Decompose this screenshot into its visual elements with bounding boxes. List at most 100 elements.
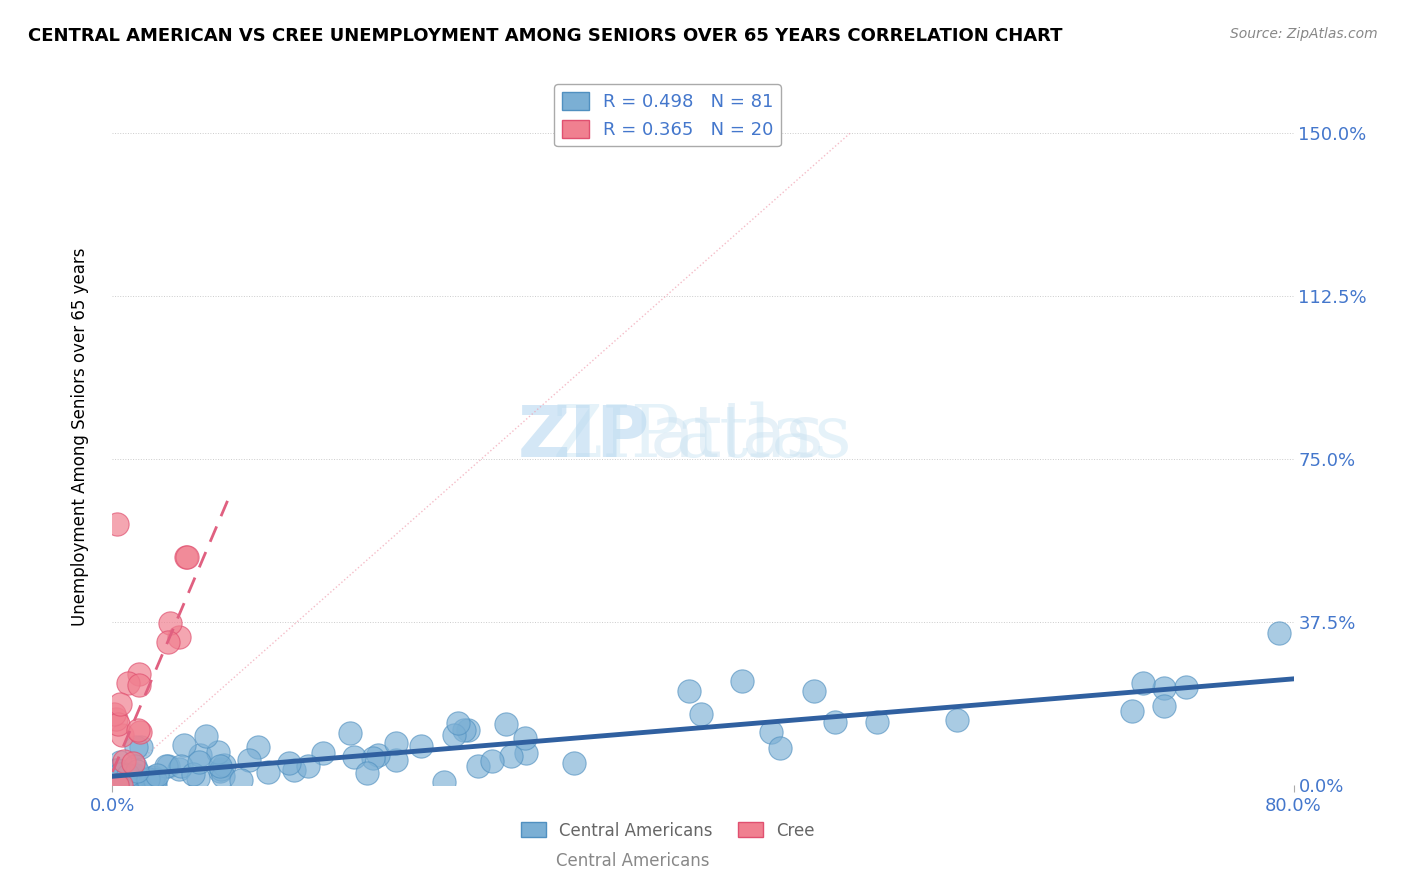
Point xyxy=(499,748,522,763)
Point xyxy=(136,772,159,787)
Point xyxy=(105,778,128,792)
Point xyxy=(1132,676,1154,690)
Point xyxy=(117,676,139,690)
Point xyxy=(128,725,150,739)
Point xyxy=(128,678,150,692)
Point xyxy=(385,736,408,750)
Point xyxy=(129,740,152,755)
Text: atlas: atlas xyxy=(650,402,824,472)
Point xyxy=(768,741,790,756)
Point xyxy=(176,550,198,565)
Point xyxy=(453,723,475,738)
Point xyxy=(277,756,299,770)
Point xyxy=(433,775,456,789)
Text: CENTRAL AMERICAN VS CREE UNEMPLOYMENT AMONG SENIORS OVER 65 YEARS CORRELATION CH: CENTRAL AMERICAN VS CREE UNEMPLOYMENT AM… xyxy=(28,27,1063,45)
Point xyxy=(209,762,232,776)
Point xyxy=(385,753,408,767)
Point xyxy=(824,715,846,730)
Point xyxy=(169,762,191,776)
Point xyxy=(312,746,335,760)
Point xyxy=(110,778,132,792)
Point xyxy=(188,747,211,762)
Point xyxy=(173,738,195,752)
Point xyxy=(105,778,128,792)
Text: ZIPatlas: ZIPatlas xyxy=(553,401,853,473)
Point xyxy=(110,767,132,781)
Point xyxy=(194,729,217,743)
Point xyxy=(114,778,136,792)
Point xyxy=(104,763,127,777)
Point xyxy=(104,712,127,726)
Point xyxy=(1153,681,1175,695)
Point xyxy=(481,754,503,768)
Point xyxy=(678,683,700,698)
Point xyxy=(145,768,167,782)
Point xyxy=(467,759,489,773)
Point xyxy=(343,750,366,764)
Text: Source: ZipAtlas.com: Source: ZipAtlas.com xyxy=(1230,27,1378,41)
Y-axis label: Unemployment Among Seniors over 65 years: Unemployment Among Seniors over 65 years xyxy=(70,248,89,626)
Point xyxy=(803,684,825,698)
Point xyxy=(128,667,150,681)
Point xyxy=(145,772,167,787)
Point xyxy=(170,759,193,773)
Point xyxy=(361,751,384,765)
Point xyxy=(111,728,134,742)
Point xyxy=(121,778,143,792)
Point xyxy=(209,759,232,773)
Point xyxy=(297,759,319,773)
Point xyxy=(187,771,209,785)
Point xyxy=(124,758,146,772)
Point xyxy=(125,740,148,755)
Point xyxy=(103,707,125,722)
Point xyxy=(1153,698,1175,713)
Point xyxy=(1175,680,1198,694)
Point xyxy=(128,778,150,792)
Point xyxy=(356,765,378,780)
Point xyxy=(120,778,142,792)
Point xyxy=(188,755,211,769)
Point xyxy=(246,739,269,754)
Point xyxy=(125,768,148,782)
Point xyxy=(562,756,585,770)
Point xyxy=(759,724,782,739)
Point xyxy=(1268,625,1291,640)
Point xyxy=(167,630,190,644)
Point xyxy=(108,755,131,769)
Point xyxy=(690,706,713,721)
Point xyxy=(155,758,177,772)
Point xyxy=(107,717,129,731)
Text: ZIP: ZIP xyxy=(517,402,650,472)
Point xyxy=(367,747,389,762)
Point xyxy=(229,772,252,787)
Point xyxy=(143,778,166,792)
Point xyxy=(108,697,131,711)
Point xyxy=(181,766,204,780)
Point xyxy=(142,770,165,784)
Point xyxy=(865,714,887,729)
Point xyxy=(515,747,537,761)
Point xyxy=(121,778,143,792)
Point xyxy=(127,723,149,737)
Point xyxy=(156,759,179,773)
Point xyxy=(257,764,280,779)
Point xyxy=(209,764,232,778)
Point xyxy=(1121,704,1143,718)
Point xyxy=(443,728,465,742)
Point xyxy=(238,753,260,767)
Text: Central Americans: Central Americans xyxy=(555,852,710,870)
Point xyxy=(283,764,305,778)
Point xyxy=(731,674,754,689)
Point xyxy=(207,745,229,759)
Point xyxy=(945,713,967,727)
Point xyxy=(212,769,235,783)
Point xyxy=(107,763,129,777)
Legend: Central Americans, Cree: Central Americans, Cree xyxy=(515,815,821,847)
Point xyxy=(117,768,139,782)
Point xyxy=(174,549,197,564)
Point xyxy=(125,764,148,779)
Point xyxy=(457,723,479,737)
Point xyxy=(112,755,135,769)
Point xyxy=(339,726,361,740)
Point xyxy=(212,758,235,772)
